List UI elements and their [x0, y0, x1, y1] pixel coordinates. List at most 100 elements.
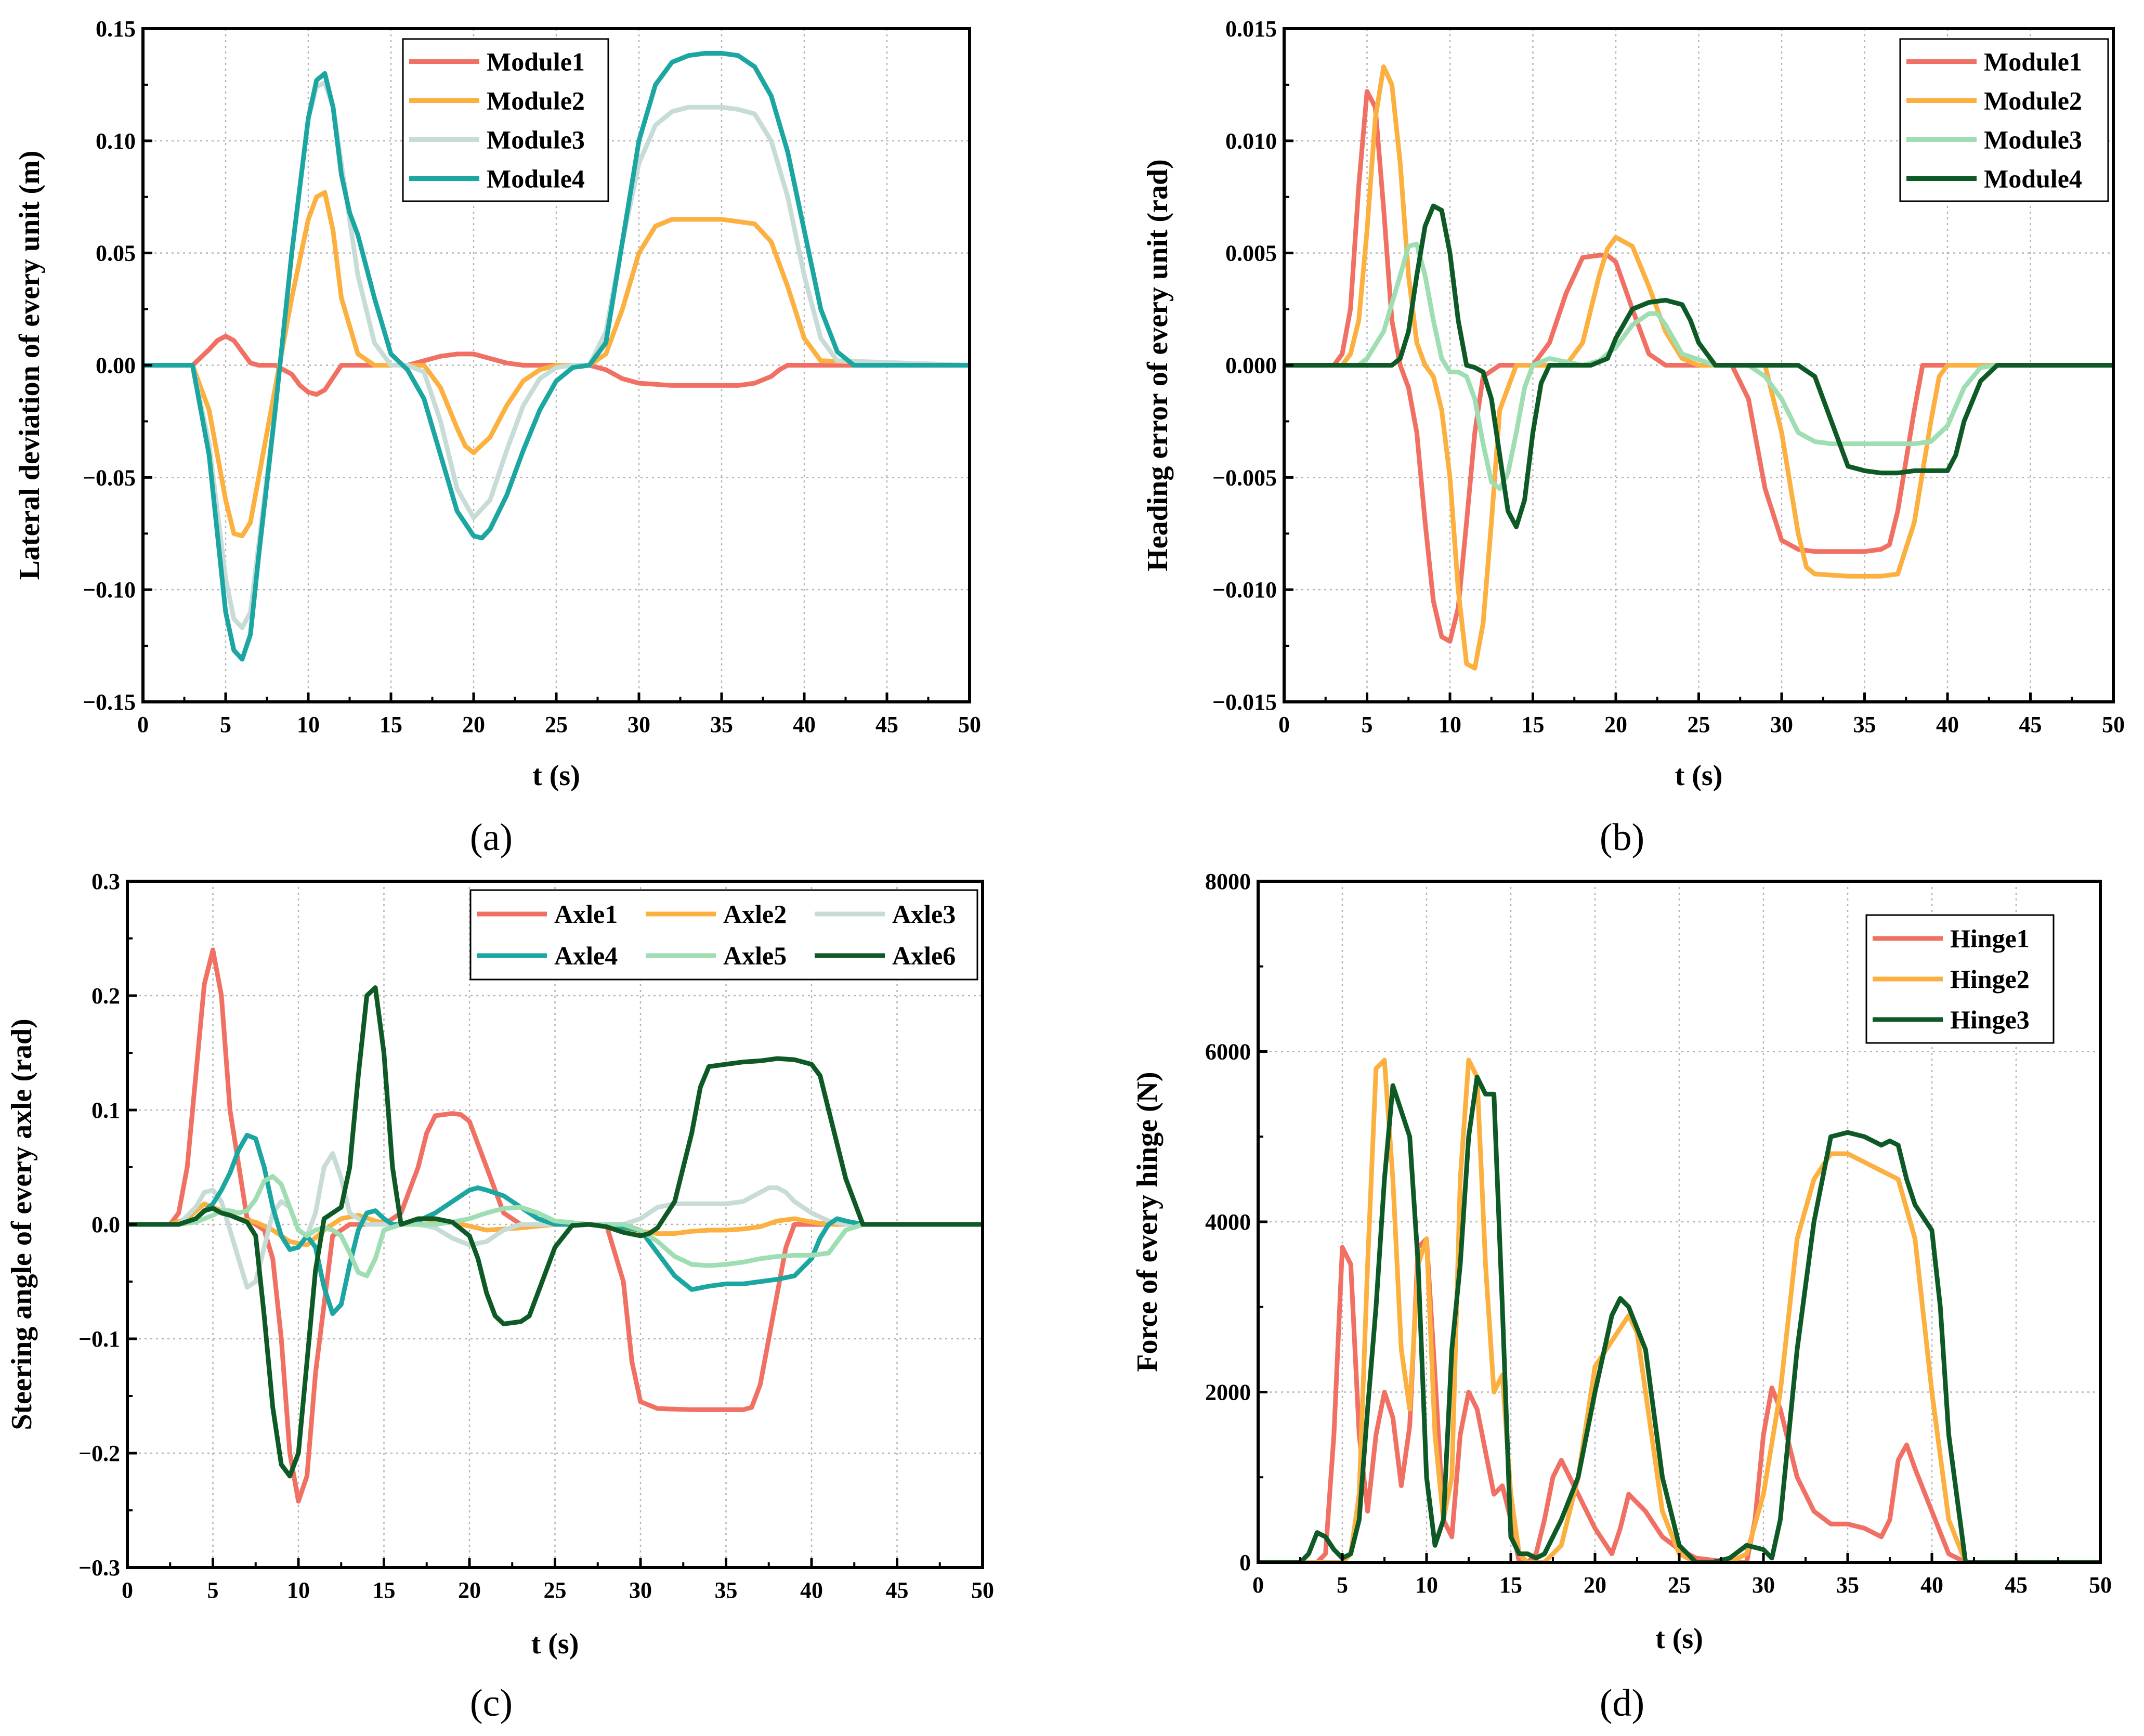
x-tick-label: 20 — [1604, 712, 1627, 737]
x-tick-label: 15 — [373, 1577, 396, 1603]
legend-item: Module3 — [409, 125, 585, 154]
series-line-hinge2 — [1258, 1058, 2100, 1562]
legend-label: Module4 — [487, 164, 585, 193]
series-line-module4 — [143, 51, 970, 662]
x-tick-label: 40 — [800, 1577, 823, 1603]
x-tick-label: 50 — [2102, 712, 2125, 737]
panel-label: (b) — [1600, 816, 1644, 859]
x-tick-label: 45 — [875, 712, 898, 737]
y-axis-label: Heading error of every unit (rad) — [1142, 159, 1174, 571]
legend-box — [402, 38, 609, 202]
legend-box — [1899, 38, 2109, 202]
x-tick-label: 35 — [1836, 1572, 1859, 1598]
legend-item: Module2 — [1906, 86, 2082, 115]
series-group — [1284, 64, 2113, 671]
x-tick-label: 0 — [1278, 712, 1290, 737]
x-tick-label: 25 — [544, 1577, 567, 1603]
legend-label: Module3 — [487, 125, 585, 154]
legend: Axle1 Axle2 Axle3 Axle4 Axle5 Axle6 — [469, 889, 978, 981]
y-tick-label: 2000 — [1205, 1380, 1251, 1405]
x-tick-label: 10 — [1439, 712, 1461, 737]
legend-label: Axle1 — [554, 899, 618, 929]
x-tick-label: 10 — [287, 1577, 310, 1603]
series-line-axle4 — [127, 1132, 983, 1316]
legend-label: Axle4 — [554, 941, 618, 970]
series-line-module2 — [1284, 64, 2113, 671]
legend-item: Axle6 — [815, 941, 956, 970]
x-axis-label: t (s) — [531, 1628, 579, 1660]
legend-label: Axle2 — [723, 899, 787, 929]
y-tick-label: −0.3 — [79, 1555, 120, 1581]
x-tick-label: 30 — [629, 1577, 652, 1603]
y-tick-label: −0.1 — [79, 1326, 120, 1352]
series-line-axle1 — [127, 947, 983, 1504]
x-tick-label: 15 — [380, 712, 402, 737]
legend-item: Axle5 — [646, 941, 787, 970]
x-tick-label: 20 — [462, 712, 485, 737]
y-tick-label: 0.2 — [91, 983, 120, 1009]
x-axis-ticks: 0 5 10 15 20 25 30 35 40 45 50 — [1252, 1553, 2112, 1598]
y-axis-ticks: −0.015 −0.010 −0.005 0.000 0.005 0.010 0.015 — [1212, 16, 1293, 715]
legend-item: Module2 — [409, 86, 585, 115]
legend-label: Axle5 — [723, 941, 787, 970]
series-group — [143, 51, 970, 662]
x-tick-label: 20 — [458, 1577, 481, 1603]
x-tick-label: 45 — [2005, 1572, 2028, 1598]
x-tick-label: 0 — [122, 1577, 133, 1603]
x-tick-label: 25 — [545, 712, 568, 737]
legend-label: Module3 — [1984, 125, 2082, 154]
legend-item: Axle1 — [477, 899, 618, 929]
legend-label: Hinge2 — [1950, 964, 2030, 994]
y-tick-label: 0 — [1239, 1550, 1251, 1575]
series-group — [127, 947, 983, 1504]
legend-label: Hinge1 — [1950, 924, 2030, 953]
legend-item: Axle2 — [646, 899, 787, 929]
series-line-hinge3 — [1258, 1075, 2100, 1562]
x-tick-label: 25 — [1668, 1572, 1691, 1598]
y-tick-label: 0.010 — [1225, 128, 1277, 154]
y-axis-ticks: −0.3 −0.2 −0.1 0.0 0.1 0.2 0.3 — [79, 869, 137, 1581]
y-tick-label: 0.15 — [96, 16, 136, 42]
x-tick-label: 40 — [1936, 712, 1959, 737]
legend: Hinge1 Hinge2 Hinge3 — [1865, 914, 2055, 1044]
legend-item: Axle4 — [477, 941, 618, 970]
panel-d: 0 5 10 15 20 25 30 35 40 45 50 0 2000 4000 6000 8000 t (… — [1131, 869, 2112, 1725]
y-tick-label: 8000 — [1205, 869, 1251, 894]
legend-label: Axle6 — [892, 941, 956, 970]
series-line-hinge1 — [1258, 1236, 2100, 1562]
x-axis-ticks: 0 5 10 15 20 25 30 35 40 45 50 — [1278, 693, 2125, 737]
x-axis-ticks: 0 5 10 15 20 25 30 35 40 45 50 — [137, 693, 981, 737]
series-line-module1 — [143, 333, 970, 397]
y-tick-label: 0.000 — [1225, 353, 1277, 378]
x-tick-label: 35 — [1853, 712, 1876, 737]
x-axis-label: t (s) — [1675, 760, 1723, 792]
y-tick-label: 0.10 — [96, 128, 136, 154]
y-tick-label: 0.015 — [1225, 16, 1277, 42]
y-tick-label: −0.2 — [79, 1441, 120, 1466]
y-axis-label: Steering angle of every axle (rad) — [6, 1019, 38, 1430]
legend-item: Module1 — [1906, 47, 2082, 76]
y-tick-label: −0.010 — [1212, 577, 1277, 603]
x-tick-label: 35 — [710, 712, 733, 737]
y-tick-label: 6000 — [1205, 1039, 1251, 1065]
x-tick-label: 30 — [1752, 1572, 1775, 1598]
y-tick-label: 0.1 — [91, 1098, 120, 1123]
y-tick-label: −0.15 — [83, 689, 136, 715]
series-line-module1 — [1284, 89, 2113, 644]
x-tick-label: 45 — [2019, 712, 2042, 737]
legend-item: Module4 — [409, 164, 585, 193]
y-tick-label: −0.015 — [1212, 689, 1277, 715]
legend-item: Axle3 — [815, 899, 956, 929]
legend-item: Module3 — [1906, 125, 2082, 154]
y-tick-label: 0.00 — [96, 353, 136, 378]
legend-item: Hinge2 — [1873, 964, 2030, 994]
x-axis-label: t (s) — [532, 760, 580, 792]
y-tick-label: −0.005 — [1212, 465, 1277, 490]
x-tick-label: 25 — [1688, 712, 1710, 737]
y-tick-label: 0.005 — [1225, 241, 1277, 266]
legend-label: Module4 — [1984, 164, 2082, 193]
legend-item: Module1 — [409, 47, 585, 76]
legend-label: Module1 — [487, 47, 585, 76]
y-tick-label: 0.3 — [91, 869, 120, 894]
